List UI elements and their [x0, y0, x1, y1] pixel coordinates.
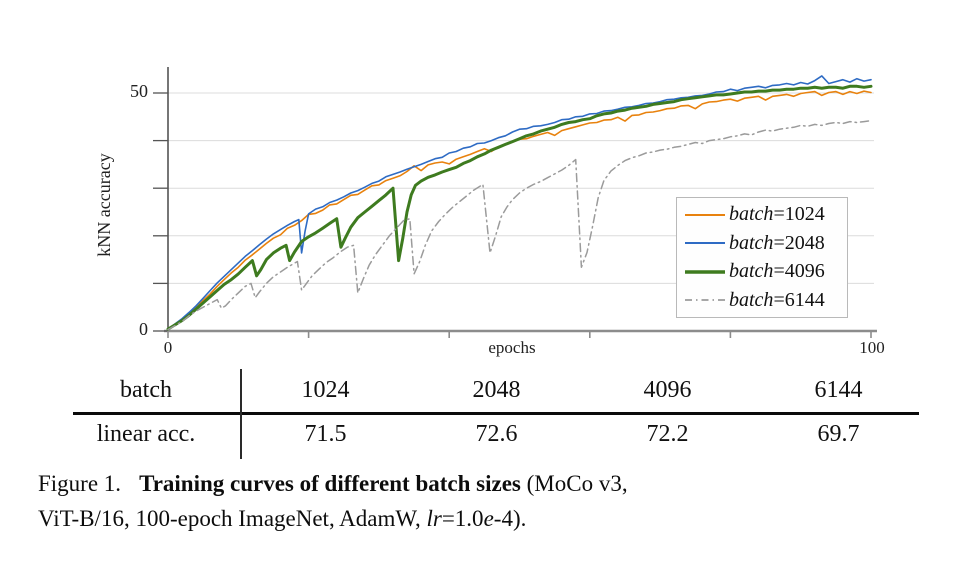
results-table: batch 1024 2048 4096 6144 linear acc. 71… — [0, 368, 973, 460]
table-cell: 2048 — [472, 376, 521, 403]
legend: batch=1024 batch=2048 batch=4096 batch=6… — [676, 197, 848, 318]
legend-line-sample — [685, 269, 725, 274]
caption-text: ViT-B/16, 100-epoch ImageNet, AdamW, — [38, 506, 427, 531]
table-column-divider — [240, 369, 242, 459]
caption-line-1: Figure 1. Training curves of different ba… — [38, 466, 943, 501]
legend-item-batch-2048: batch=2048 — [683, 230, 847, 257]
x-tick-label-100: 100 — [859, 338, 885, 357]
legend-item-batch-6144: batch=6144 — [683, 287, 847, 314]
table-cell: 1024 — [301, 376, 350, 403]
x-tick-label-0: 0 — [163, 338, 173, 357]
legend-item-batch-1024: batch=1024 — [683, 201, 847, 228]
x-axis-title: epochs — [488, 338, 536, 357]
table-cell: 4096 — [643, 376, 692, 403]
table-cell: 72.2 — [646, 420, 689, 447]
table-cell: 72.6 — [475, 420, 518, 447]
caption-bold-title: Training curves of different batch sizes — [139, 471, 521, 496]
figure-caption: Figure 1. Training curves of different ba… — [38, 466, 943, 536]
y-tick-label-0: 0 — [139, 319, 148, 339]
plot-canvas — [153, 67, 877, 338]
table-row-label: linear acc. — [96, 420, 196, 447]
table-cell: 69.7 — [817, 420, 860, 447]
caption-lr: lr — [426, 506, 442, 531]
table-horizontal-rule — [73, 412, 919, 415]
legend-label: batch=1024 — [729, 203, 825, 226]
legend-item-batch-4096: batch=4096 — [683, 258, 847, 285]
table-value-row: linear acc. 71.5 72.6 72.2 69.7 — [0, 412, 973, 456]
table-cell: 71.5 — [304, 420, 347, 447]
y-tick-label-50: 50 — [130, 81, 148, 101]
legend-line-sample — [685, 299, 725, 301]
caption-e: e — [483, 506, 494, 531]
figure-number: Figure 1. — [38, 471, 122, 496]
caption-text: (MoCo v3, — [526, 471, 628, 496]
legend-label: batch=4096 — [729, 260, 825, 283]
table-row-label: batch — [120, 376, 172, 403]
caption-text: -4). — [493, 506, 527, 531]
legend-line-sample — [685, 213, 725, 216]
table-cell: 6144 — [814, 376, 863, 403]
training-curves-chart: kNN accuracy 50 0 0 100 epochs batch=102… — [94, 67, 885, 357]
y-axis-title: kNN accuracy — [94, 153, 114, 257]
legend-label: batch=2048 — [729, 231, 825, 254]
legend-label: batch=6144 — [729, 288, 825, 311]
table-header-row: batch 1024 2048 4096 6144 — [0, 368, 973, 412]
legend-line-sample — [685, 242, 725, 245]
caption-line-2: ViT-B/16, 100-epoch ImageNet, AdamW, lr=… — [38, 501, 943, 536]
caption-text: =1.0 — [441, 506, 484, 531]
